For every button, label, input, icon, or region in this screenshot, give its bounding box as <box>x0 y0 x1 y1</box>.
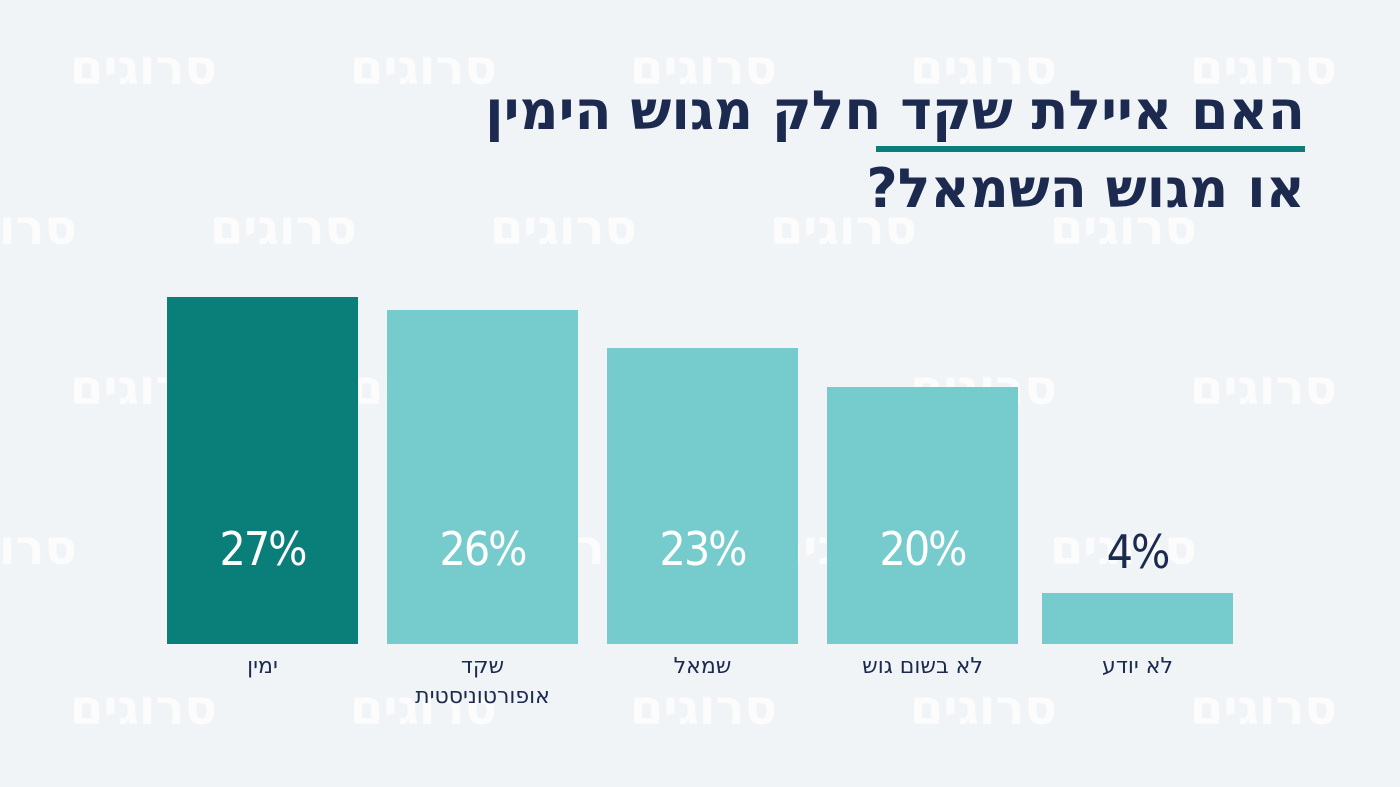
value-label: 4% <box>1106 524 1171 579</box>
value-label: 27% <box>219 522 308 576</box>
watermark: סרוגים <box>350 680 497 736</box>
bar <box>167 297 358 644</box>
category-label: שמאל <box>673 654 732 679</box>
watermark: סרוגים <box>910 680 1057 736</box>
category-label: ימין <box>247 654 278 679</box>
watermark: סרוגים <box>70 40 217 96</box>
bar <box>827 386 1018 644</box>
bar <box>607 348 798 644</box>
watermark: סרוגים <box>350 40 497 96</box>
category-label: לא בשום גוש <box>862 654 983 679</box>
value-label: 23% <box>659 522 748 576</box>
value-label: 26% <box>439 522 528 576</box>
watermark: סרוגים <box>630 680 777 736</box>
category-label: לא יודע <box>1102 654 1173 679</box>
watermark: סרוגים <box>1190 40 1337 96</box>
watermark: סרוגים <box>1190 360 1337 416</box>
watermark: סרוגים <box>0 520 77 576</box>
watermark: סרוגים <box>910 40 1057 96</box>
watermark: סרוגים <box>630 40 777 96</box>
watermark: סרוגים <box>210 200 357 256</box>
watermark: סרוגים <box>70 680 217 736</box>
bar <box>1042 592 1233 644</box>
bar <box>387 309 578 644</box>
chart-title: האם איילת שקד חלק מגוש הימין או מגוש השמ… <box>485 79 1305 220</box>
watermark: סרוגים <box>490 200 637 256</box>
watermark: סרוגים <box>0 200 77 256</box>
watermark: סרוגים <box>1050 520 1197 576</box>
title-underline <box>876 146 1305 152</box>
category-label: שקד אופורטוניסטית <box>415 654 550 709</box>
watermark: סרוגים <box>1050 200 1197 256</box>
watermark: סרוגים <box>770 200 917 256</box>
watermark: סרוגים <box>1190 680 1337 736</box>
value-label: 20% <box>879 522 968 576</box>
